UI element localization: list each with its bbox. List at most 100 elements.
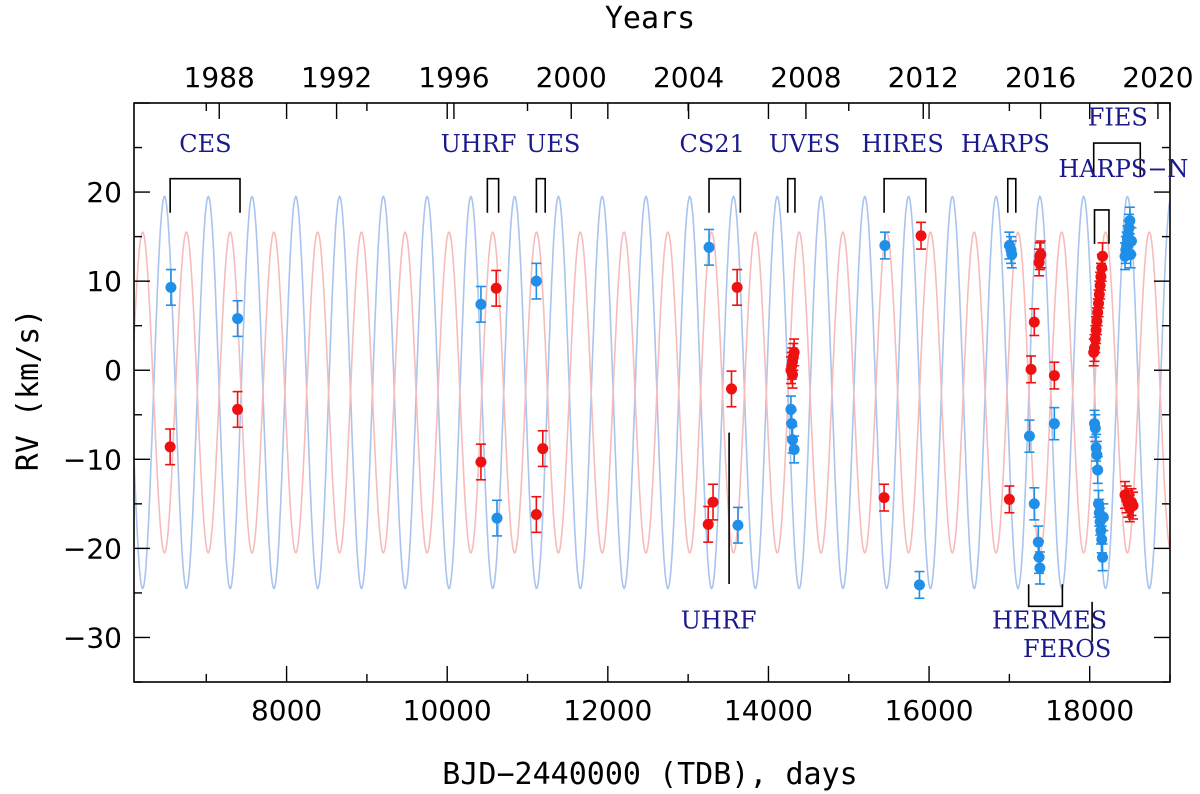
instrument-label: HARPS−N	[1058, 155, 1188, 183]
axis-ticks: 8000 10000 12000 14000 16000 18000 −30 −20 −10 0 1…	[63, 61, 1194, 727]
data-point	[1093, 297, 1105, 309]
data-point	[475, 298, 487, 310]
instrument-bracket-harps−n	[1093, 209, 1110, 244]
data-point	[786, 418, 798, 430]
data-points	[164, 206, 1139, 600]
instrument-label: UES	[526, 130, 580, 158]
data-point	[1028, 498, 1040, 510]
instrument-label: FEROS	[1023, 635, 1111, 663]
year-tick-label: 1988	[184, 61, 255, 94]
model-curve-1	[133, 231, 1171, 554]
data-point	[788, 444, 800, 456]
data-point	[788, 346, 800, 358]
data-point	[1089, 422, 1101, 434]
instrument-bracket-fies	[1092, 142, 1142, 178]
instrument-bracket-ues	[535, 177, 546, 213]
model-curves	[133, 195, 1171, 590]
data-point	[491, 512, 503, 524]
data-point	[232, 403, 244, 415]
data-point	[878, 492, 890, 504]
data-point	[1023, 430, 1035, 442]
data-point	[490, 282, 502, 294]
year-tick-label: 2016	[1005, 61, 1076, 94]
data-point	[537, 443, 549, 455]
data-point	[164, 441, 176, 453]
instrument-label: CES	[179, 130, 231, 158]
data-point	[530, 509, 542, 521]
y-tick-label: 10	[86, 265, 122, 298]
data-point	[1034, 562, 1046, 574]
y-tick-label: −30	[63, 621, 122, 654]
data-point	[165, 281, 177, 293]
x-tick-label: 10000	[403, 694, 492, 727]
data-point	[1097, 250, 1109, 262]
y-tick-label: −20	[63, 532, 122, 565]
y-tick-label: 0	[104, 354, 122, 387]
data-point	[1006, 248, 1018, 260]
data-point	[1091, 449, 1103, 461]
data-point	[1090, 324, 1102, 336]
data-point	[879, 240, 891, 252]
instrument-label: HARPS	[961, 130, 1050, 158]
data-point	[1089, 333, 1101, 345]
x-axis-label: BJD−2440000 (TDB), days	[442, 757, 857, 792]
y-tick-label: 20	[86, 176, 122, 209]
data-point	[913, 579, 925, 591]
data-point	[787, 434, 799, 446]
year-tick-label: 2000	[536, 61, 607, 94]
data-point	[1094, 280, 1106, 292]
instrument-bracket-cs21	[708, 177, 742, 213]
data-point	[1093, 289, 1105, 301]
year-tick-label: 2004	[653, 61, 724, 94]
y-axis-label: RV (km/s)	[11, 309, 46, 472]
x-tick-label: 16000	[885, 694, 974, 727]
data-point	[1097, 511, 1109, 523]
instrument-bracket-hires	[883, 177, 927, 213]
top-axis-label: Years	[605, 1, 695, 36]
instrument-bracket-hermes	[1027, 584, 1064, 608]
data-point	[232, 313, 244, 325]
instrument-label: FIES	[1088, 103, 1148, 131]
data-point	[785, 403, 797, 415]
data-point	[731, 281, 743, 293]
data-point	[707, 496, 719, 508]
data-point	[1127, 500, 1139, 512]
data-point	[530, 275, 542, 287]
data-point	[702, 518, 714, 530]
year-tick-label: 2012	[888, 61, 959, 94]
data-point	[787, 369, 799, 381]
data-point	[1028, 316, 1040, 328]
year-tick-label: 2008	[770, 61, 841, 94]
data-point	[1003, 493, 1015, 505]
instrument-bracket-uhrf	[486, 177, 500, 213]
data-point	[1092, 306, 1104, 318]
data-point	[915, 230, 927, 242]
instrument-bracket-harps	[1006, 177, 1017, 213]
x-tick-label: 12000	[563, 694, 652, 727]
data-point	[1124, 215, 1136, 227]
data-point	[1096, 262, 1108, 274]
instrument-label: HERMES	[992, 607, 1107, 635]
data-point	[1048, 418, 1060, 430]
year-tick-label: 2020	[1122, 61, 1193, 94]
instrument-label: UVES	[769, 130, 841, 158]
instrument-bracket-uves	[786, 177, 796, 213]
data-point	[1033, 551, 1045, 563]
data-point	[1025, 363, 1037, 375]
instrument-label: UHRF	[441, 130, 517, 158]
x-tick-label: 14000	[724, 694, 813, 727]
data-point	[475, 456, 487, 468]
data-point	[1125, 235, 1137, 247]
x-tick-label: 18000	[1045, 694, 1134, 727]
year-tick-label: 1992	[301, 61, 372, 94]
instrument-label: CS21	[680, 130, 745, 158]
data-point	[1048, 370, 1060, 382]
plot-frame	[133, 102, 1171, 683]
data-point	[1091, 315, 1103, 327]
data-point	[1095, 271, 1107, 283]
data-point	[1032, 536, 1044, 548]
data-point	[1092, 464, 1104, 476]
instrument-bracket-ces	[169, 177, 241, 213]
instrument-brackets: CES UHRF UES CS21 UVES HIRES HARPS FIES HARPS−N H…	[169, 103, 1188, 663]
